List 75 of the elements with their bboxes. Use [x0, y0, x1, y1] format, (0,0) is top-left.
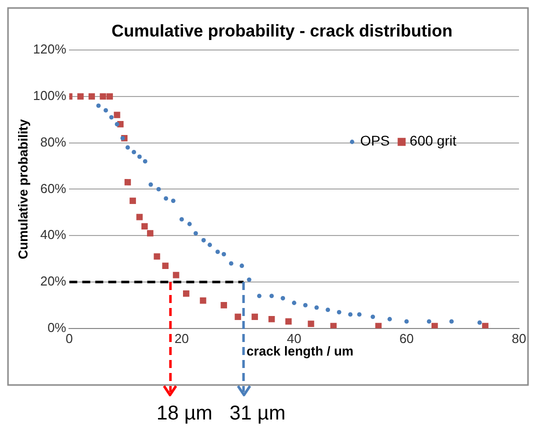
point — [257, 294, 262, 298]
point — [482, 322, 488, 328]
ref-line-label: 18 µm — [156, 402, 212, 425]
point — [156, 187, 161, 192]
point — [106, 93, 113, 100]
point — [431, 322, 438, 328]
point — [88, 93, 95, 100]
x-tick-label: 60 — [399, 330, 414, 346]
point — [126, 145, 130, 150]
point — [280, 296, 286, 300]
point — [208, 242, 212, 248]
point — [194, 231, 198, 236]
chart-title: Cumulative probability - crack distribution — [112, 22, 452, 41]
ref-line-label: 31 µm — [230, 402, 286, 425]
x-tick-label: 40 — [286, 330, 302, 346]
point — [187, 222, 192, 226]
point — [240, 264, 244, 268]
point — [141, 223, 148, 230]
point — [171, 198, 176, 203]
point — [142, 159, 148, 164]
point — [246, 277, 252, 282]
point — [96, 103, 101, 108]
point — [100, 93, 106, 100]
point — [201, 238, 206, 242]
point — [179, 217, 184, 222]
point — [269, 294, 274, 298]
point — [109, 115, 114, 120]
point — [303, 303, 308, 308]
point — [220, 302, 228, 308]
point — [164, 196, 168, 201]
y-tick-label: 100% — [33, 88, 67, 103]
x-tick-label: 20 — [174, 330, 189, 346]
point — [137, 154, 142, 159]
y-tick-label: 120% — [33, 42, 67, 57]
point — [268, 316, 275, 322]
point — [120, 136, 125, 140]
point — [426, 319, 432, 324]
point — [314, 305, 319, 310]
point — [147, 230, 154, 236]
point — [348, 312, 353, 317]
legend-label: 600 grit — [410, 132, 456, 149]
y-axis-title: Cumulative probability — [16, 118, 31, 260]
y-tick-label: 60% — [40, 180, 67, 196]
point — [183, 290, 190, 297]
point — [336, 310, 342, 314]
point — [234, 314, 242, 320]
point — [124, 179, 131, 186]
point — [104, 108, 108, 113]
point — [228, 261, 234, 266]
legend-label: OPS — [360, 132, 390, 149]
y-tick-label: 20% — [40, 274, 67, 289]
point — [77, 93, 84, 100]
x-tick-label: 80 — [512, 330, 526, 346]
point — [357, 312, 362, 317]
point — [477, 320, 482, 325]
point — [404, 319, 409, 324]
point — [114, 122, 120, 126]
y-tick-label: 80% — [40, 134, 67, 150]
point — [222, 252, 226, 256]
point — [252, 314, 258, 320]
x-tick-label: 0 — [66, 330, 73, 346]
point — [449, 319, 454, 324]
point — [215, 250, 220, 254]
point — [326, 308, 330, 312]
x-axis-title: crack length / um — [246, 344, 354, 359]
point — [292, 300, 296, 306]
point — [162, 262, 169, 269]
point — [387, 316, 392, 322]
y-tick-label: 0% — [47, 320, 67, 335]
point — [370, 314, 376, 319]
point — [308, 320, 314, 327]
y-tick-label: 40% — [40, 227, 67, 242]
point — [130, 198, 136, 204]
point — [132, 150, 136, 154]
point — [148, 182, 153, 187]
